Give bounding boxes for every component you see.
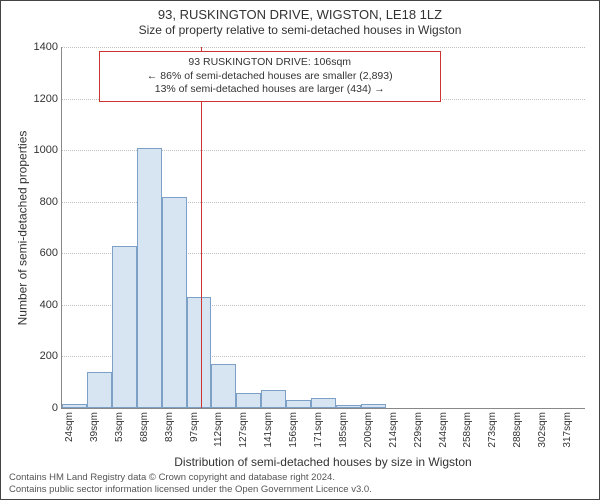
histogram-bar: [112, 246, 137, 408]
copyright-line: Contains HM Land Registry data © Crown c…: [9, 472, 591, 483]
y-axis-title: Number of semi-detached properties: [15, 47, 29, 409]
histogram-bar: [236, 393, 261, 408]
y-tick-label: 600: [40, 247, 62, 259]
chart-container: 93, RUSKINGTON DRIVE, WIGSTON, LE18 1LZ …: [0, 0, 600, 500]
y-tick-label: 1200: [34, 93, 62, 105]
x-tick-label: 112sqm: [213, 412, 224, 447]
x-tick-label: 302sqm: [537, 412, 548, 448]
x-tick-label: 273sqm: [487, 412, 498, 448]
plot-area: 020040060080010001200140024sqm39sqm53sqm…: [61, 47, 585, 409]
annotation-line: ← 86% of semi-detached houses are smalle…: [108, 70, 432, 84]
annotation-line: 93 RUSKINGTON DRIVE: 106sqm: [108, 56, 432, 70]
histogram-bar: [261, 390, 286, 408]
histogram-bar: [286, 400, 311, 408]
x-axis-title: Distribution of semi-detached houses by …: [61, 455, 585, 469]
histogram-bar: [311, 398, 336, 408]
y-tick-label: 1000: [34, 144, 62, 156]
x-tick-label: 200sqm: [363, 412, 374, 448]
x-tick-label: 39sqm: [89, 412, 100, 442]
x-tick-label: 97sqm: [189, 412, 200, 442]
x-tick-label: 156sqm: [288, 412, 299, 448]
y-tick-label: 800: [40, 196, 62, 208]
histogram-bar: [336, 405, 361, 408]
annotation-box: 93 RUSKINGTON DRIVE: 106sqm← 86% of semi…: [99, 51, 441, 102]
x-tick-label: 317sqm: [562, 412, 573, 448]
x-tick-label: 24sqm: [64, 412, 75, 442]
y-tick-label: 1400: [34, 41, 62, 53]
x-tick-label: 258sqm: [462, 412, 473, 448]
x-tick-label: 83sqm: [164, 412, 175, 442]
copyright-notice: Contains HM Land Registry data © Crown c…: [9, 472, 591, 495]
x-tick-label: 141sqm: [263, 412, 274, 448]
x-tick-label: 53sqm: [114, 412, 125, 442]
histogram-bar: [137, 148, 162, 408]
histogram-bar: [211, 364, 236, 408]
y-tick-label: 200: [40, 350, 62, 362]
x-tick-label: 288sqm: [512, 412, 523, 448]
histogram-bar: [361, 404, 386, 408]
chart-title: 93, RUSKINGTON DRIVE, WIGSTON, LE18 1LZ: [1, 7, 599, 22]
x-tick-label: 244sqm: [438, 412, 449, 448]
x-tick-label: 229sqm: [413, 412, 424, 448]
copyright-line: Contains public sector information licen…: [9, 484, 591, 495]
chart-subtitle: Size of property relative to semi-detach…: [1, 23, 599, 37]
histogram-bar: [187, 297, 212, 408]
x-tick-label: 214sqm: [388, 412, 399, 448]
x-tick-label: 185sqm: [338, 412, 349, 448]
y-tick-label: 400: [40, 299, 62, 311]
histogram-bar: [62, 404, 87, 408]
y-tick-label: 0: [52, 402, 62, 414]
gridline: [62, 47, 585, 48]
histogram-bar: [162, 197, 187, 408]
x-tick-label: 127sqm: [238, 412, 249, 448]
x-tick-label: 68sqm: [139, 412, 150, 442]
histogram-bar: [87, 372, 112, 408]
x-tick-label: 171sqm: [313, 412, 324, 448]
annotation-line: 13% of semi-detached houses are larger (…: [108, 83, 432, 97]
